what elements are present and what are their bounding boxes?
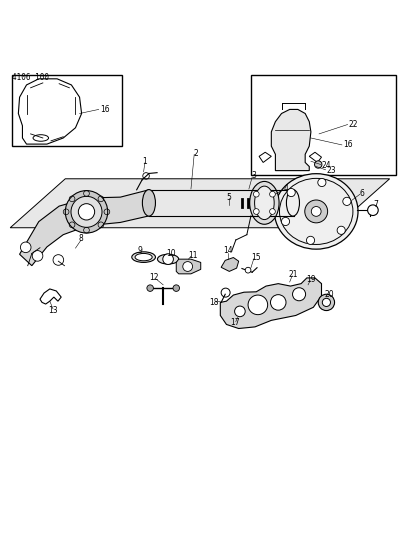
Circle shape — [337, 226, 345, 235]
Ellipse shape — [135, 254, 152, 261]
Text: 8: 8 — [78, 235, 83, 243]
Circle shape — [306, 236, 315, 245]
Text: 19: 19 — [306, 275, 316, 284]
Text: 16: 16 — [343, 140, 353, 149]
Text: 20: 20 — [325, 290, 335, 298]
Polygon shape — [10, 179, 390, 228]
Text: 18: 18 — [209, 298, 219, 307]
Text: 3: 3 — [251, 172, 256, 181]
Ellipse shape — [157, 254, 179, 264]
Text: 4: 4 — [283, 184, 288, 193]
Circle shape — [271, 295, 286, 310]
Text: 21: 21 — [288, 270, 298, 279]
Circle shape — [305, 200, 328, 223]
Ellipse shape — [132, 252, 155, 262]
Circle shape — [183, 262, 193, 271]
Circle shape — [53, 255, 64, 265]
Circle shape — [368, 205, 378, 215]
Circle shape — [270, 208, 275, 214]
Text: 7: 7 — [374, 200, 379, 209]
Text: 23: 23 — [326, 166, 336, 175]
Text: 12: 12 — [149, 273, 159, 282]
Circle shape — [253, 208, 259, 214]
Circle shape — [248, 295, 268, 314]
Text: 9: 9 — [137, 246, 142, 255]
Circle shape — [65, 191, 108, 233]
Circle shape — [253, 191, 259, 197]
Circle shape — [32, 251, 43, 261]
Text: 14: 14 — [224, 246, 233, 255]
Text: 16: 16 — [100, 105, 110, 114]
Polygon shape — [220, 278, 322, 328]
Ellipse shape — [255, 186, 274, 220]
Circle shape — [318, 179, 326, 187]
Polygon shape — [271, 109, 311, 171]
Text: 2: 2 — [193, 149, 198, 158]
Circle shape — [282, 217, 290, 225]
Circle shape — [311, 206, 321, 216]
Circle shape — [163, 254, 173, 264]
Text: 10: 10 — [166, 249, 176, 258]
Text: 22: 22 — [349, 120, 358, 129]
Circle shape — [235, 306, 245, 317]
Ellipse shape — [250, 181, 279, 224]
Text: 1: 1 — [142, 157, 147, 166]
Circle shape — [71, 196, 102, 228]
Bar — [251, 75, 396, 175]
Polygon shape — [20, 190, 149, 265]
Text: 15: 15 — [251, 253, 261, 262]
Text: 17: 17 — [230, 318, 239, 327]
Ellipse shape — [274, 174, 358, 249]
Circle shape — [78, 204, 95, 220]
Polygon shape — [221, 257, 239, 271]
Circle shape — [322, 298, 330, 306]
Text: 11: 11 — [188, 251, 197, 260]
Polygon shape — [176, 259, 201, 274]
Text: 4106 100: 4106 100 — [12, 72, 49, 82]
Circle shape — [173, 285, 180, 292]
Circle shape — [315, 161, 322, 168]
Text: 13: 13 — [48, 306, 58, 315]
Circle shape — [147, 285, 153, 292]
Circle shape — [318, 294, 335, 311]
Ellipse shape — [142, 190, 155, 216]
Text: 24: 24 — [322, 161, 331, 170]
Circle shape — [270, 191, 275, 197]
Text: 6: 6 — [360, 189, 365, 198]
Bar — [12, 75, 122, 146]
Text: 5: 5 — [227, 192, 232, 201]
Circle shape — [245, 268, 251, 273]
Circle shape — [343, 197, 351, 205]
Circle shape — [293, 288, 306, 301]
Circle shape — [287, 189, 295, 197]
Circle shape — [20, 242, 31, 253]
